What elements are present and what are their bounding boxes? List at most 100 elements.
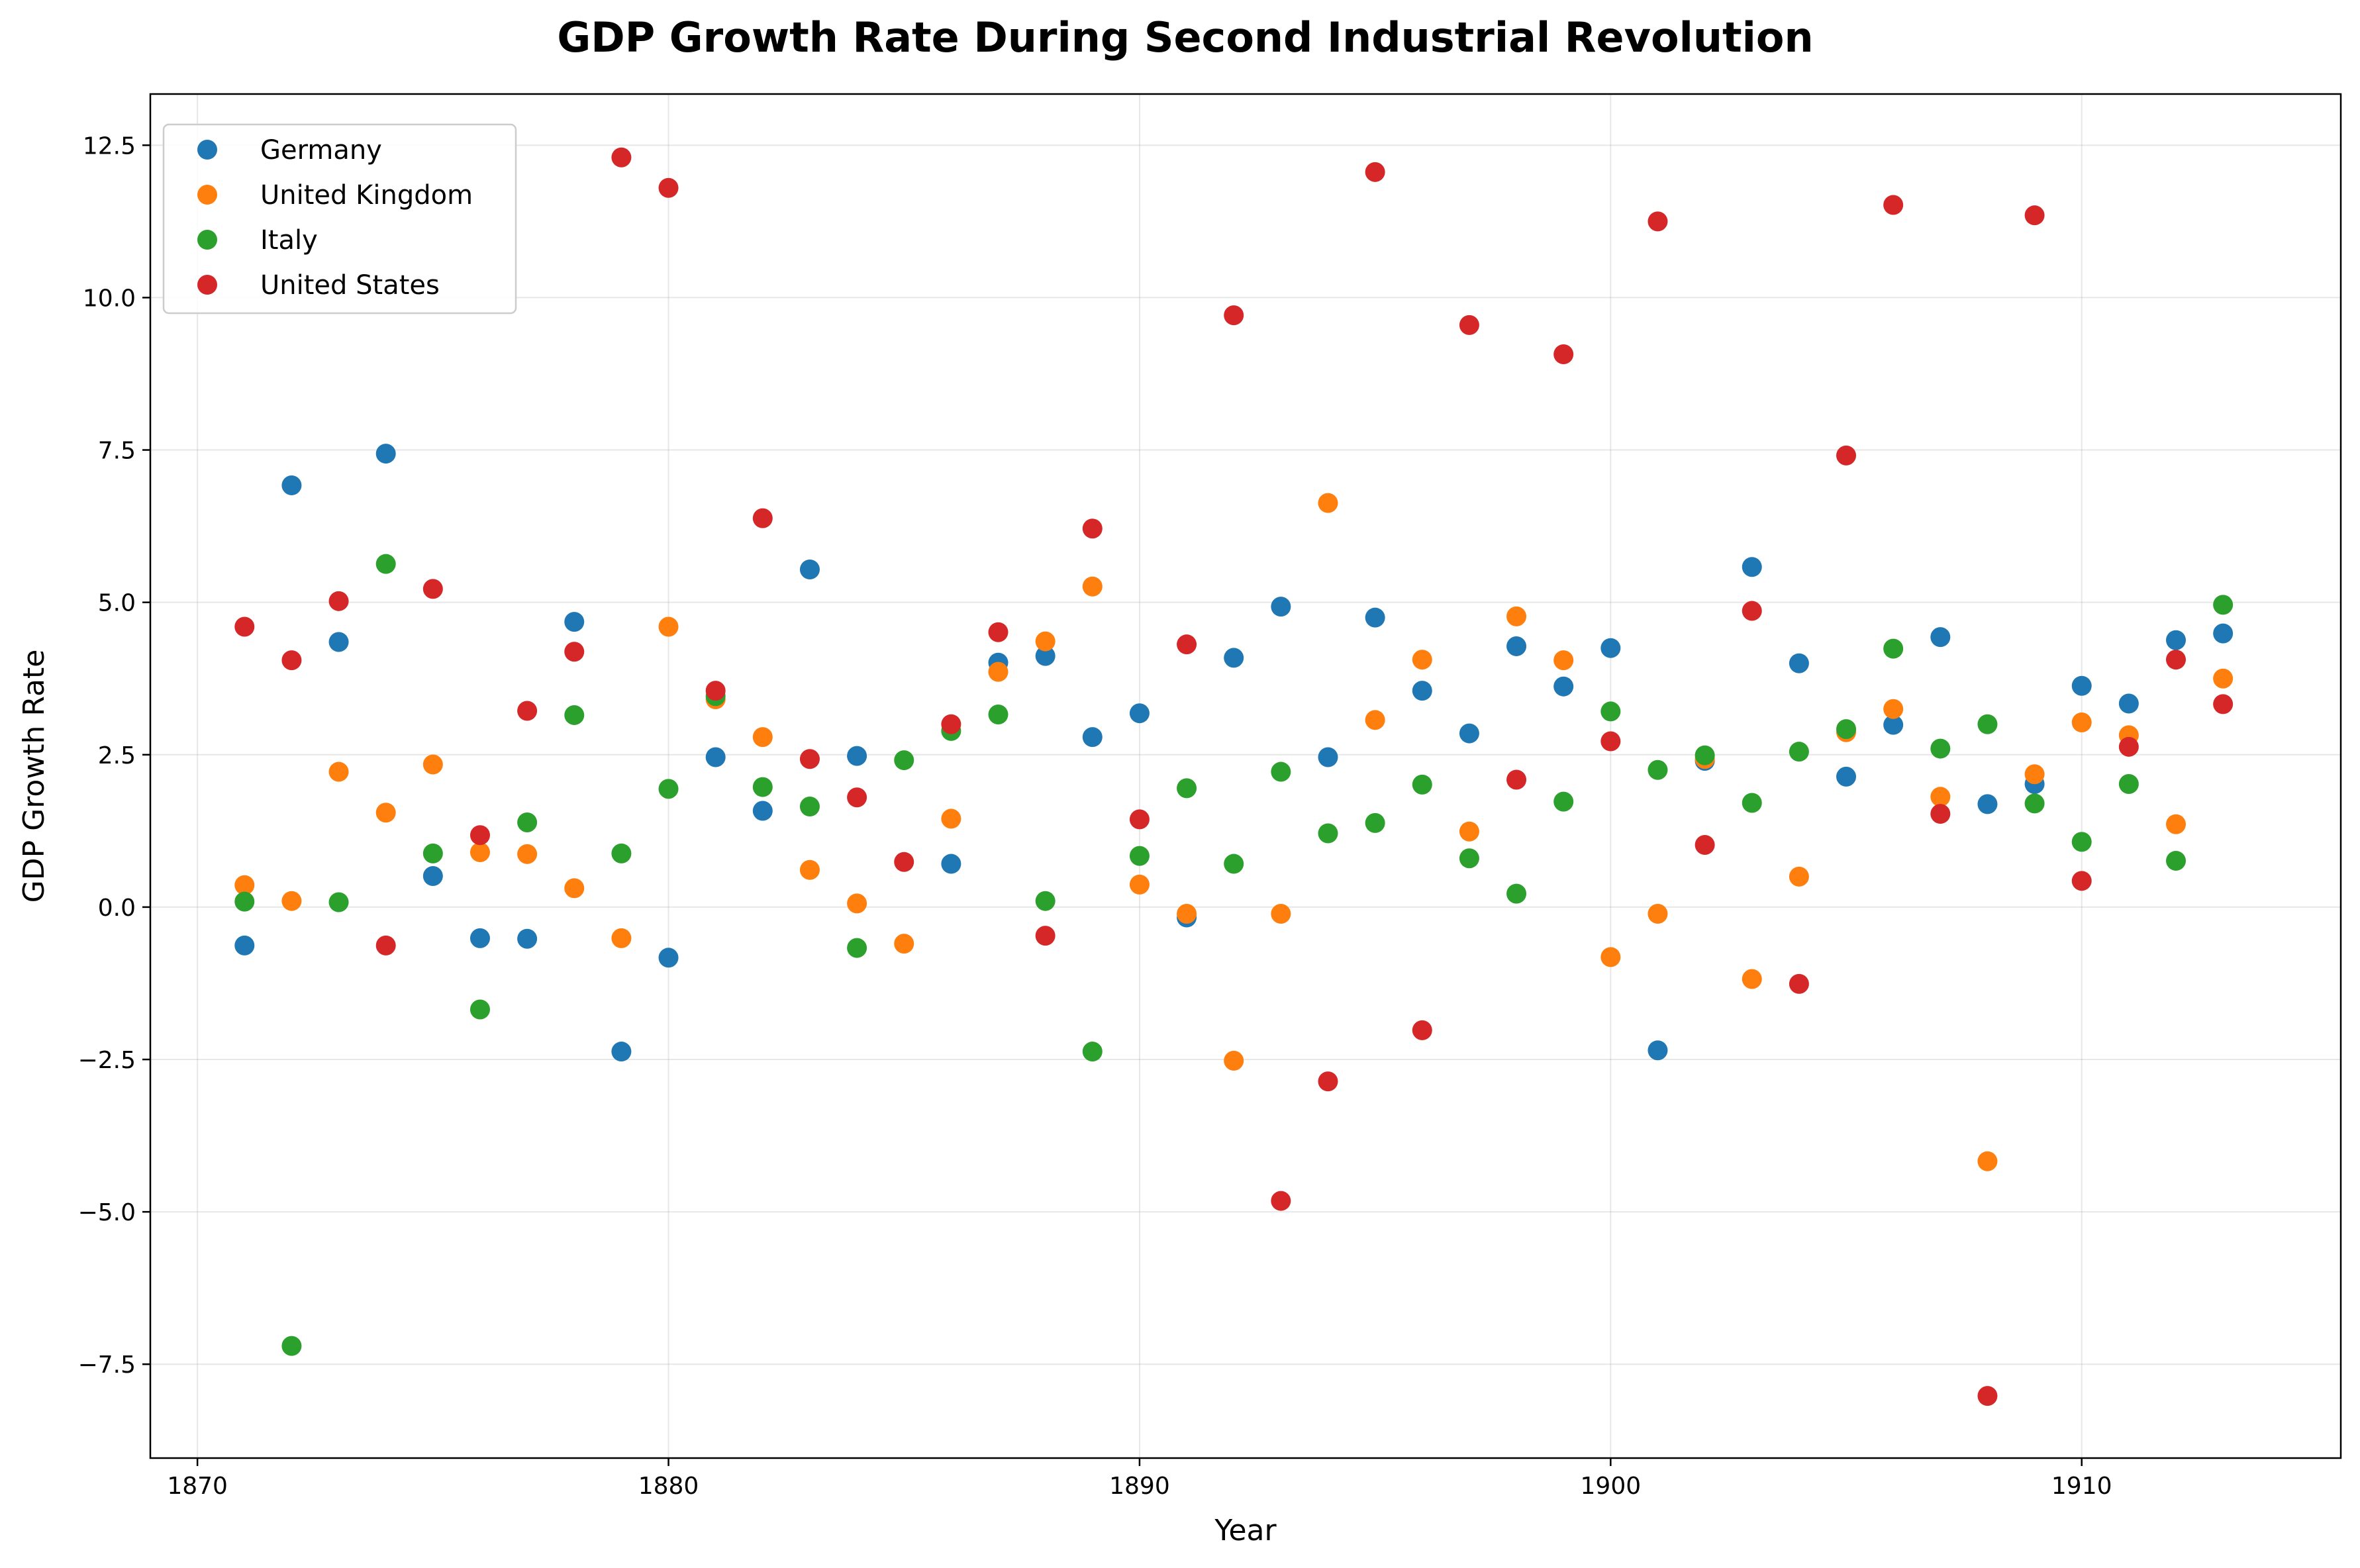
data-point-germany bbox=[517, 928, 538, 949]
data-point-united-states bbox=[422, 579, 443, 599]
data-point-united-states bbox=[1035, 926, 1056, 946]
data-point-united-kingdom bbox=[1930, 787, 1951, 807]
data-point-united-states bbox=[1977, 1386, 1998, 1406]
data-point-italy bbox=[1647, 760, 1668, 780]
x-tick-label: 1890 bbox=[1109, 1473, 1170, 1500]
series-germany bbox=[234, 444, 2234, 1062]
data-point-united-states bbox=[1600, 731, 1621, 752]
data-point-germany bbox=[469, 928, 490, 948]
data-point-italy bbox=[2166, 850, 2187, 871]
data-point-italy bbox=[1318, 823, 1338, 844]
data-point-united-kingdom bbox=[1459, 821, 1479, 842]
data-point-united-states bbox=[517, 701, 538, 721]
data-point-united-states bbox=[941, 714, 961, 734]
data-point-germany bbox=[422, 865, 443, 886]
data-point-germany bbox=[1506, 636, 1527, 656]
data-point-united-states bbox=[1695, 835, 1715, 856]
data-point-united-kingdom bbox=[1789, 866, 1809, 887]
x-axis-ticks: 1870 1880 1890 1900 1910 bbox=[167, 1458, 2112, 1500]
data-point-italy bbox=[1695, 745, 1715, 765]
data-point-united-kingdom bbox=[1553, 650, 1574, 671]
grid-lines bbox=[150, 94, 2341, 1458]
data-point-germany bbox=[658, 948, 679, 968]
data-point-italy bbox=[1600, 701, 1621, 722]
data-point-italy bbox=[1129, 846, 1150, 866]
data-point-united-kingdom bbox=[894, 934, 914, 954]
data-point-germany bbox=[1742, 557, 1762, 577]
data-point-united-states bbox=[1883, 195, 1904, 215]
data-point-united-states bbox=[1506, 769, 1527, 790]
data-point-united-states bbox=[799, 749, 820, 769]
data-point-united-states bbox=[375, 935, 396, 956]
data-point-united-states bbox=[705, 681, 726, 701]
data-point-united-states bbox=[1647, 211, 1668, 232]
data-point-italy bbox=[2024, 793, 2045, 814]
data-point-united-states bbox=[469, 825, 490, 846]
data-point-united-kingdom bbox=[611, 928, 632, 948]
y-axis-ticks: −7.5 −5.0 −2.5 0.0 2.5 5.0 7.5 10.0 12.5 bbox=[78, 132, 150, 1379]
data-point-united-kingdom bbox=[2024, 764, 2045, 785]
data-point-germany bbox=[2213, 623, 2234, 644]
x-axis-label: Year bbox=[1214, 1514, 1277, 1547]
data-point-united-kingdom bbox=[1506, 606, 1527, 626]
data-point-united-states bbox=[2213, 694, 2234, 714]
data-point-united-states bbox=[2118, 736, 2139, 757]
data-point-italy bbox=[234, 891, 255, 912]
data-point-italy bbox=[988, 705, 1008, 725]
data-point-germany bbox=[234, 935, 255, 956]
data-point-italy bbox=[1224, 854, 1244, 874]
data-point-united-kingdom bbox=[517, 844, 538, 864]
legend: Germany United Kingdom Italy United States bbox=[162, 123, 517, 315]
data-point-germany bbox=[1459, 723, 1479, 744]
data-point-united-states bbox=[1318, 1071, 1338, 1092]
data-point-united-kingdom bbox=[2213, 668, 2234, 689]
data-point-germany bbox=[1600, 638, 1621, 658]
series-italy bbox=[234, 554, 2234, 1356]
data-point-united-kingdom bbox=[564, 878, 585, 899]
data-point-united-kingdom bbox=[752, 727, 773, 748]
data-point-united-kingdom bbox=[1271, 904, 1291, 924]
data-point-united-states bbox=[1129, 809, 1150, 830]
data-point-united-states bbox=[847, 787, 867, 808]
data-point-united-kingdom bbox=[847, 893, 867, 914]
data-point-italy bbox=[847, 938, 867, 958]
data-point-germany bbox=[1647, 1040, 1668, 1061]
data-point-united-states bbox=[328, 591, 349, 611]
data-point-italy bbox=[1459, 848, 1479, 869]
data-point-united-kingdom bbox=[1600, 947, 1621, 967]
data-point-italy bbox=[1883, 638, 1904, 659]
data-point-united-states bbox=[1082, 518, 1103, 539]
data-point-germany bbox=[1082, 727, 1103, 748]
data-point-united-states bbox=[1789, 973, 1809, 994]
x-tick-label: 1880 bbox=[638, 1473, 699, 1500]
data-point-germany bbox=[1553, 676, 1574, 697]
data-point-italy bbox=[375, 554, 396, 574]
data-point-italy bbox=[894, 750, 914, 771]
data-point-united-kingdom bbox=[375, 803, 396, 823]
data-point-italy bbox=[1177, 778, 1197, 799]
data-point-united-kingdom bbox=[1412, 650, 1432, 670]
data-point-united-states bbox=[2024, 205, 2045, 226]
data-point-germany bbox=[1977, 794, 1998, 814]
data-point-united-states bbox=[281, 650, 302, 671]
data-point-germany bbox=[1836, 766, 1857, 787]
data-point-united-states bbox=[1553, 344, 1574, 365]
data-point-italy bbox=[517, 812, 538, 832]
data-point-united-kingdom bbox=[1318, 493, 1338, 513]
series-united-kingdom bbox=[234, 493, 2234, 1171]
legend-label-germany: Germany bbox=[260, 135, 382, 166]
y-tick-label: 5.0 bbox=[98, 590, 136, 617]
data-point-united-states bbox=[1742, 601, 1762, 621]
data-point-united-kingdom bbox=[988, 662, 1008, 682]
data-point-germany bbox=[375, 444, 396, 464]
data-point-germany bbox=[705, 747, 726, 767]
data-point-united-kingdom bbox=[941, 808, 961, 829]
data-point-germany bbox=[1271, 597, 1291, 617]
data-point-italy bbox=[1271, 761, 1291, 782]
legend-marker-united-kingdom bbox=[197, 185, 217, 205]
data-point-united-kingdom bbox=[1035, 631, 1056, 652]
data-point-united-kingdom bbox=[1365, 710, 1385, 730]
data-point-italy bbox=[752, 777, 773, 797]
data-point-italy bbox=[1506, 883, 1527, 904]
